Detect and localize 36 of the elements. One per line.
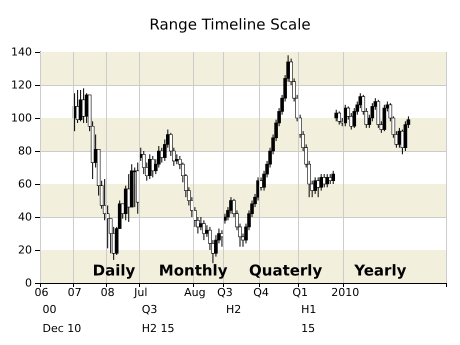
text: Q3	[142, 303, 158, 316]
candlestick	[202, 220, 206, 241]
x-tick-label: Jul	[133, 286, 148, 299]
candlestick	[337, 110, 342, 126]
text: H2 15	[142, 322, 175, 335]
x-tick-label: Q1	[292, 286, 308, 299]
candlestick	[382, 104, 386, 132]
x-tick-label: Aug	[184, 286, 206, 299]
y-tick-label: 20	[18, 244, 32, 256]
text: H1	[301, 303, 316, 316]
annotation: Daily	[92, 262, 136, 280]
text: 00	[42, 303, 57, 316]
x-tick-label: 08	[100, 286, 115, 299]
y-tick-label: 80	[18, 144, 32, 158]
x-tick-label: 2010	[331, 286, 360, 299]
annotation: Yearly	[353, 262, 407, 280]
candlestick	[331, 170, 336, 184]
text: Dec 10	[42, 322, 82, 335]
y-tick-label: 120	[11, 78, 32, 92]
y-tick-label: 60	[18, 178, 32, 190]
candlestick	[334, 109, 338, 122]
annotation: Quaterly	[249, 262, 322, 280]
chart-title: Range Timeline Scale	[149, 16, 311, 34]
text: 15	[301, 322, 316, 335]
y-tick-label: 100	[11, 112, 32, 124]
text: H2	[226, 303, 242, 316]
candlestick	[325, 174, 330, 188]
x-tick-label: Q3	[217, 286, 233, 299]
x-tick-label: 06	[34, 286, 49, 299]
y-tick-label: 140	[11, 46, 32, 58]
annotation: Monthly	[158, 262, 228, 280]
x-tick-label: Q4	[253, 286, 269, 299]
y-tick-label: 0	[25, 276, 32, 290]
x-tick-label: 07	[68, 286, 82, 299]
y-tick-label: 40	[18, 210, 32, 224]
candlestick	[404, 120, 408, 152]
